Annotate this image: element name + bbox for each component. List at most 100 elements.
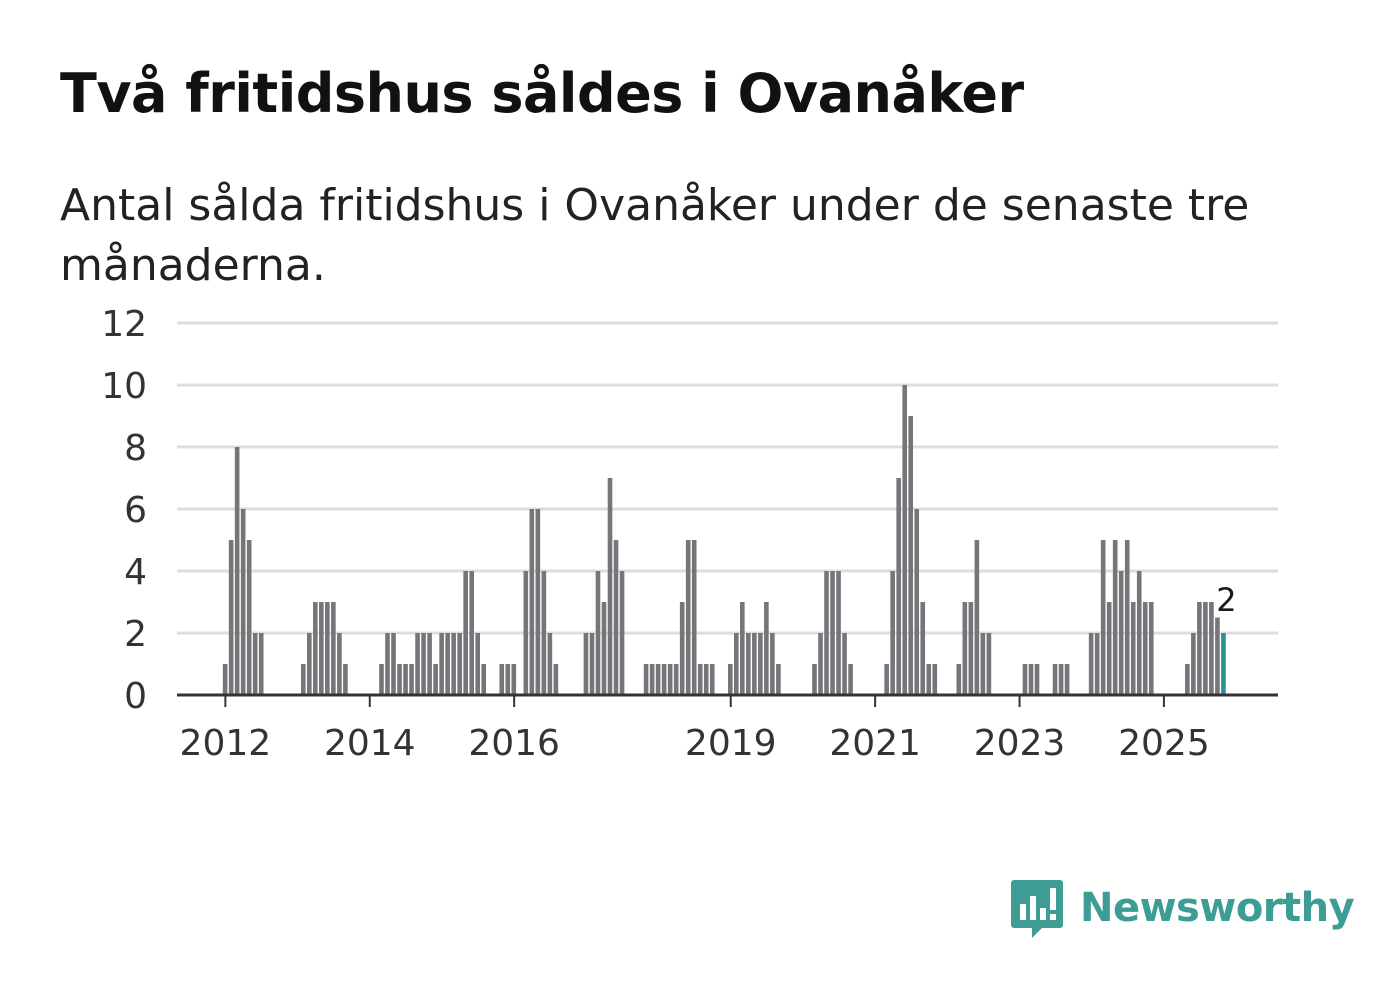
- bar: [1058, 664, 1064, 695]
- bar: [758, 633, 763, 695]
- bar: [613, 540, 619, 695]
- bar: [1088, 633, 1094, 695]
- bar: [691, 540, 697, 695]
- bar: [986, 633, 992, 695]
- bar: [343, 664, 348, 695]
- bar: [1191, 633, 1196, 695]
- bar: [1112, 540, 1118, 695]
- bar: [313, 602, 318, 695]
- bar: [445, 633, 450, 695]
- x-tick-label: 2021: [829, 723, 921, 764]
- bar: [583, 633, 589, 695]
- bar: [734, 633, 739, 695]
- bar: [595, 571, 601, 695]
- logo-chart-icon: [1011, 880, 1063, 938]
- bar: [776, 664, 781, 695]
- x-tick-label: 2023: [974, 723, 1066, 764]
- bar: [962, 602, 968, 695]
- bar: [824, 571, 829, 695]
- bar: [920, 602, 926, 695]
- bar: [1100, 540, 1106, 695]
- brand-name: Newsworthy: [1080, 885, 1355, 931]
- bar: [511, 664, 517, 695]
- y-tick-label: 2: [124, 614, 147, 655]
- bar: [673, 664, 679, 695]
- x-tick-label: 2025: [1118, 723, 1210, 764]
- bar: [397, 664, 402, 695]
- bar: [337, 633, 342, 695]
- bar: [331, 602, 336, 695]
- bar: [974, 540, 980, 695]
- bar: [1118, 571, 1124, 695]
- bar: [1185, 664, 1190, 695]
- bar: [385, 633, 390, 695]
- bar: [764, 602, 769, 695]
- bar: [1197, 602, 1202, 695]
- bar: [902, 385, 907, 695]
- x-axis-ticks: 2012 2014 2016 2019 2021 2023 2025: [180, 695, 1210, 764]
- bar: [818, 633, 823, 695]
- bar: [1022, 664, 1028, 695]
- bar: [968, 602, 974, 695]
- bar: [307, 633, 312, 695]
- bar: [403, 664, 408, 695]
- bar: [319, 602, 324, 695]
- chart-title: Två fritidshus såldes i Ovanåker: [60, 62, 1024, 125]
- bar: [391, 633, 396, 695]
- x-tick-label: 2014: [324, 723, 416, 764]
- newsworthy-logo: Newsworthy: [1010, 878, 1355, 938]
- bar: [325, 602, 330, 695]
- x-tick-label: 2012: [180, 723, 272, 764]
- y-tick-label: 6: [124, 490, 147, 531]
- bar: [619, 571, 625, 695]
- bar: [1064, 664, 1070, 695]
- bar: [914, 509, 920, 695]
- bar: [222, 664, 228, 695]
- annotations: 2: [1213, 578, 1239, 622]
- bar: [475, 633, 481, 695]
- bar: [1094, 633, 1100, 695]
- bar: [956, 664, 962, 695]
- bar: [499, 664, 505, 695]
- gridlines: [177, 321, 1278, 635]
- bar: [752, 633, 757, 695]
- bar: [679, 602, 685, 695]
- bar: [890, 571, 895, 695]
- bar: [529, 509, 535, 695]
- x-tick-label: 2016: [468, 723, 560, 764]
- bar: [746, 633, 751, 695]
- bar: [697, 664, 703, 695]
- bar: [246, 540, 252, 695]
- bar: [421, 633, 426, 695]
- bar: [523, 571, 529, 695]
- bar: [258, 633, 264, 695]
- bar: [655, 664, 661, 695]
- bar: [607, 478, 613, 695]
- bar: [409, 664, 414, 695]
- bar: [469, 571, 474, 695]
- y-axis-ticks: 0 2 4 6 8 10 12: [101, 304, 147, 717]
- bar: [300, 664, 306, 695]
- bar: [481, 664, 487, 695]
- bar: [1209, 602, 1214, 695]
- bar: [1148, 602, 1154, 695]
- bar: [709, 664, 715, 695]
- y-tick-label: 12: [101, 304, 147, 345]
- bar: [1124, 540, 1130, 695]
- bar: [451, 633, 456, 695]
- bar: [505, 664, 511, 695]
- bar: [427, 633, 432, 695]
- highlight-bar: [1221, 633, 1226, 695]
- bar: [661, 664, 667, 695]
- bar: [830, 571, 835, 695]
- highlight-value-label: 2: [1216, 581, 1236, 619]
- y-tick-label: 8: [124, 428, 147, 469]
- bar: [1052, 664, 1058, 695]
- bar: [535, 509, 541, 695]
- bar: [770, 633, 775, 695]
- x-tick-label: 2019: [685, 723, 777, 764]
- bar: [433, 664, 438, 695]
- bar: [234, 447, 240, 695]
- bar: [685, 540, 691, 695]
